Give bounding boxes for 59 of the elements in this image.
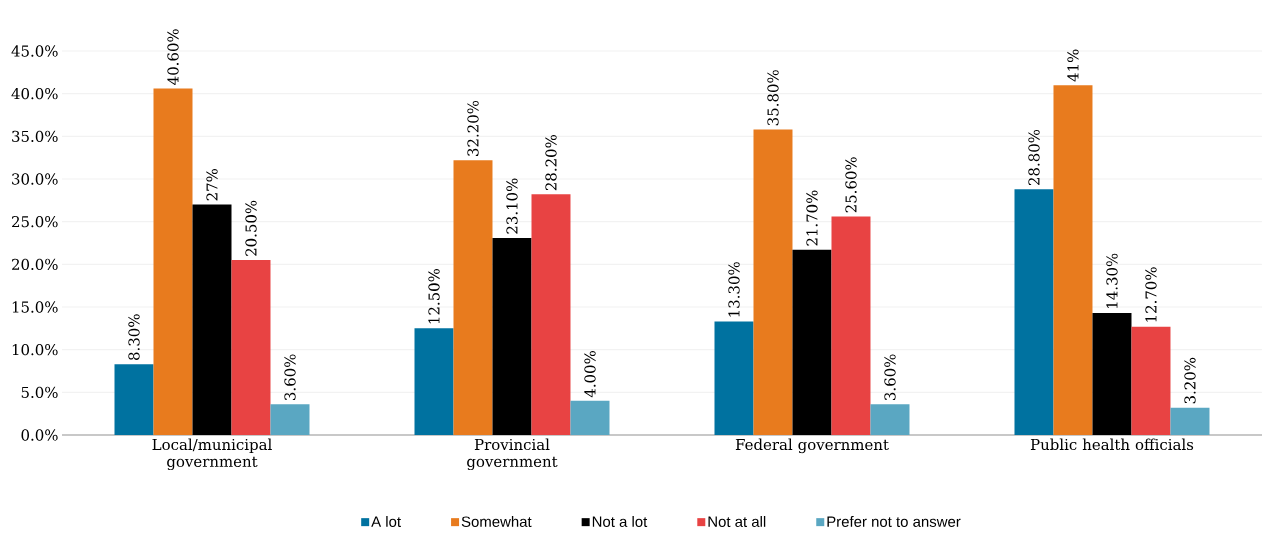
y-tick-label: 15.0% [12, 301, 58, 313]
bar [753, 129, 793, 435]
legend-label: A lot [371, 515, 401, 527]
data-label: 3.60% [884, 354, 896, 400]
data-label: 27% [206, 169, 218, 201]
bar [231, 260, 271, 435]
y-tick-label: 0.0% [21, 429, 58, 441]
data-label: 21.70% [806, 190, 818, 246]
bar [492, 237, 532, 435]
bar [870, 404, 910, 435]
x-tick-label: Local/municipal government [152, 438, 272, 471]
bar [831, 216, 871, 435]
bar [453, 160, 493, 435]
data-label: 32.20% [467, 100, 479, 156]
data-label: 3.20% [1184, 357, 1196, 404]
bar [1170, 407, 1210, 435]
data-label: 12.50% [428, 268, 440, 324]
data-label: 28.20% [545, 135, 557, 191]
y-tick-label: 10.0% [12, 344, 58, 356]
bar [114, 364, 154, 435]
data-label: 8.30% [128, 314, 140, 360]
y-tick-label: 25.0% [12, 216, 58, 228]
legend-label: Somewhat [461, 515, 532, 527]
data-label: 40.60% [167, 29, 179, 85]
y-tick-label: 45.0% [11, 45, 58, 57]
data-label: 12.70% [1145, 267, 1157, 322]
bar [792, 249, 832, 435]
data-label: 14.30% [1106, 253, 1118, 308]
data-label: 13.30% [728, 262, 740, 317]
bar [192, 204, 232, 435]
legend-label: Prefer not to answer [827, 515, 961, 527]
data-label: 23.10% [506, 178, 518, 234]
bar [1092, 312, 1132, 435]
bar [1014, 189, 1054, 435]
data-label: 35.80% [767, 70, 779, 126]
x-tick-label: Public health officials [1030, 438, 1194, 451]
bar [153, 88, 193, 435]
data-label: 28.80% [1028, 129, 1040, 186]
bar [414, 328, 454, 435]
data-label: 3.60% [284, 354, 296, 400]
data-label: 41% [1067, 49, 1079, 82]
y-tick-label: 30.0% [12, 173, 58, 185]
bar [570, 400, 610, 435]
bar [270, 404, 310, 435]
bar [1053, 85, 1093, 435]
data-label: 20.50% [245, 200, 257, 256]
data-label: 25.60% [845, 157, 857, 213]
bar [1131, 326, 1171, 435]
y-tick-label: 5.0% [21, 386, 58, 398]
data-label: 4.00% [584, 351, 596, 398]
bar [531, 194, 571, 435]
y-tick-label: 40.0% [11, 88, 58, 100]
y-tick-label: 35.0% [12, 130, 58, 142]
x-tick-label: Provincial government [467, 438, 558, 471]
x-tick-label: Federal government [735, 438, 889, 454]
bar [714, 321, 754, 435]
y-tick-label: 20.0% [12, 258, 58, 270]
legend-label: Not at all [708, 515, 766, 527]
legend-label: Not a lot [592, 515, 648, 527]
